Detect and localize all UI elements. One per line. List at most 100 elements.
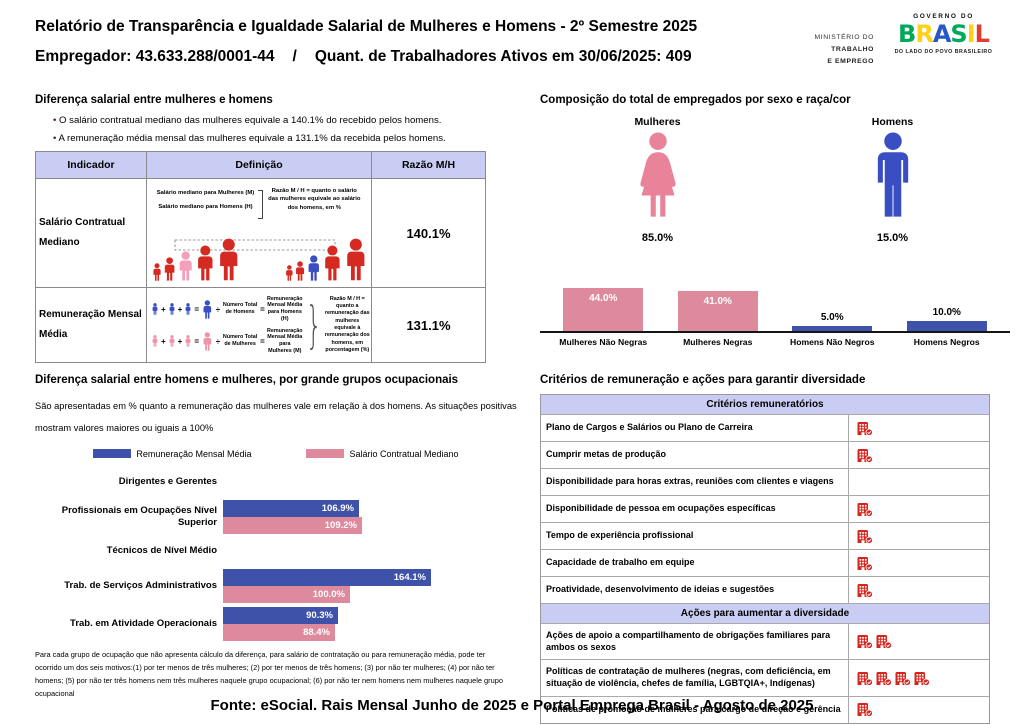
col-header-razao: Razão M/H xyxy=(371,151,486,179)
occupational-description: São apresentadas em % quanto a remuneraç… xyxy=(35,401,517,433)
person-icon xyxy=(169,303,175,315)
criteria-row: Capacidade de trabalho em equipe xyxy=(541,550,989,577)
occ-row: Dirigentes e Gerentes xyxy=(35,468,517,497)
category-label: Trab. de Serviços Administrativos xyxy=(64,579,217,591)
mean-diagram-formulas: + + = ÷ Número Total de Homens = Remuneração M… xyxy=(151,296,303,355)
median-women-label: Salário mediano para Mulheres (M) xyxy=(156,190,255,196)
company-check-icon xyxy=(914,671,930,686)
legend-label: Salário Contratual Mediano xyxy=(349,448,459,459)
criteria-row: Políticas de contratação de mulheres (ne… xyxy=(541,660,989,697)
bar-mean-remuneration: 90.3% xyxy=(223,606,338,624)
section-title-occupational: Diferença salarial entre homens e mulher… xyxy=(35,374,459,386)
table-row-median-salary: Salário Contratual Mediano Salário media… xyxy=(35,178,486,288)
brand-letter: A xyxy=(932,20,952,48)
company-check-icon xyxy=(857,703,873,718)
gov-logo-top-text: GOVERNO DO xyxy=(913,13,974,20)
composition-chart: 44.0% 41.0% 5.0% 10.0% Mulheres Não Negras M… xyxy=(540,265,1010,347)
person-icon xyxy=(185,303,191,315)
bar-value-label: 41.0% xyxy=(703,296,732,307)
brand-letter: I xyxy=(966,20,976,48)
criteria-label: Tempo de experiência profissional xyxy=(541,523,849,549)
occ-row: Técnicos de Nível Médio xyxy=(35,537,517,566)
salary-gap-bullets: O salário contratual mediano das mulhere… xyxy=(53,115,507,144)
bar-median-salary: 88.4% xyxy=(223,623,335,641)
category-label: Trab. em Atividade Operacionais xyxy=(70,617,217,629)
criteria-icons-cell xyxy=(849,624,989,659)
composition-bar xyxy=(906,321,987,331)
person-icon xyxy=(152,335,158,347)
male-summary: Homens 15.0% xyxy=(793,116,993,244)
report-source: Fonte: eSocial. Rais Mensal Junho de 202… xyxy=(210,697,814,714)
bar-group: 90.3% 88.4% xyxy=(223,606,517,641)
section-title-salary-gap: Diferença salarial entre mulheres e home… xyxy=(35,94,273,106)
company-check-icon xyxy=(857,529,873,544)
criteria-row: Disponibilidade de pessoa em ocupações e… xyxy=(541,496,989,523)
criteria-icons-cell xyxy=(849,415,989,441)
section-title-composition: Composição do total de empregados por se… xyxy=(540,94,851,106)
composition-categories: Mulheres Não Negras Mulheres Negras Homens… xyxy=(540,333,1010,347)
median-men-label: Salário mediano para Homens (H) xyxy=(158,203,253,210)
col-header-definicao: Definição xyxy=(146,151,372,179)
male-label: Homens xyxy=(871,116,914,128)
col-header-indicador: Indicador xyxy=(35,151,147,179)
category-label: Dirigentes e Gerentes xyxy=(118,476,217,488)
median-salary-diagram: Salário mediano para Mulheres (M) Salári… xyxy=(148,180,370,286)
employer-id: Empregador: 43.633.288/0001-44 xyxy=(35,48,275,65)
indicator-table: Indicador Definição Razão M/H Salário Co… xyxy=(35,151,486,363)
chart-legend: Remuneração Mensal Média Salário Contrat… xyxy=(35,449,517,459)
composition-bars: 44.0% 41.0% 5.0% 10.0% xyxy=(540,265,1010,333)
bar-group: 164.1% 100.0% xyxy=(223,568,517,603)
active-workers: Quant. de Trabalhadores Ativos em 30/06/… xyxy=(314,48,692,65)
criteria-icons-cell xyxy=(849,577,989,603)
criteria-icons-cell xyxy=(849,697,989,723)
bullet-item: O salário contratual mediano das mulhere… xyxy=(53,115,507,126)
gender-summary: Mulheres 85.0% Homens 15.0% xyxy=(540,116,1010,244)
legend-swatch-pink xyxy=(306,449,345,459)
occupational-chart: Dirigentes e Gerentes Profissionais em Oc… xyxy=(35,468,517,642)
median-diagram-figures xyxy=(148,229,371,281)
ratio-value: 131.1% xyxy=(371,287,486,363)
person-icon xyxy=(185,335,191,347)
criteria-row: Políticas de promoção de mulheres para c… xyxy=(541,696,989,723)
bar-mean-remuneration: 164.1% xyxy=(223,568,431,586)
criteria-label: Cumprir metas de produção xyxy=(541,442,849,468)
table-header-row: Indicador Definição Razão M/H xyxy=(35,151,486,179)
company-check-icon xyxy=(895,671,911,686)
company-check-icon xyxy=(857,502,873,517)
person-icon xyxy=(203,299,212,319)
company-check-icon xyxy=(857,421,873,436)
female-label: Mulheres xyxy=(634,116,681,128)
people-comparison-figures xyxy=(153,238,365,281)
subtitle-separator: / xyxy=(292,48,297,65)
table-row-mean-remuneration: Remuneração Mensal Média + + = ÷ Número Tota… xyxy=(35,287,486,363)
criteria-icons-cell xyxy=(849,469,989,495)
bar-slot: 10.0% xyxy=(890,307,1005,331)
category-label: Mulheres Negras xyxy=(683,337,753,347)
ministry-line: MINISTÉRIO DO xyxy=(814,34,874,41)
criteria-label: Ações de apoio a compartilhamento de obr… xyxy=(541,624,849,660)
bracket-shape xyxy=(258,190,264,219)
mean-salary-diagram: + + = ÷ Número Total de Homens = Remuneração M… xyxy=(148,287,370,363)
company-check-icon xyxy=(857,583,873,598)
criteria-label: Plano de Cargos e Salários ou Plano de C… xyxy=(541,415,849,441)
legend-item-median: Salário Contratual Mediano xyxy=(306,448,459,459)
ratio-definition-note: Razão M / H = quanto a remuneração das m… xyxy=(324,295,370,353)
company-check-icon xyxy=(876,635,892,650)
person-icon xyxy=(152,303,158,315)
page-subtitle: Empregador: 43.633.288/0001-44 / Quant. de… xyxy=(35,48,692,66)
male-percentage: 15.0% xyxy=(876,232,909,244)
criteria-row: Cumprir metas de produção xyxy=(541,442,989,469)
company-check-icon xyxy=(876,671,892,686)
ministry-logo: MINISTÉRIO DO TRABALHO E EMPREGO xyxy=(814,32,874,68)
company-check-icon xyxy=(857,635,873,650)
brasil-wordmark: BRASIL xyxy=(881,20,1006,49)
bar-slot: 5.0% xyxy=(775,312,890,331)
company-check-icon xyxy=(857,448,873,463)
occupational-footnote: Para cada grupo de ocupação que não apre… xyxy=(35,649,503,698)
person-icon xyxy=(169,335,175,347)
criteria-section: Critérios de remuneração e ações para ga… xyxy=(540,374,992,724)
report-header: Relatório de Transparência e Igualdade S… xyxy=(0,0,1024,90)
criteria-label: Capacidade de trabalho em equipe xyxy=(541,550,849,576)
bar-median-salary: 100.0% xyxy=(223,585,350,603)
criteria-row: Ações de apoio a compartilhamento de obr… xyxy=(541,624,989,661)
